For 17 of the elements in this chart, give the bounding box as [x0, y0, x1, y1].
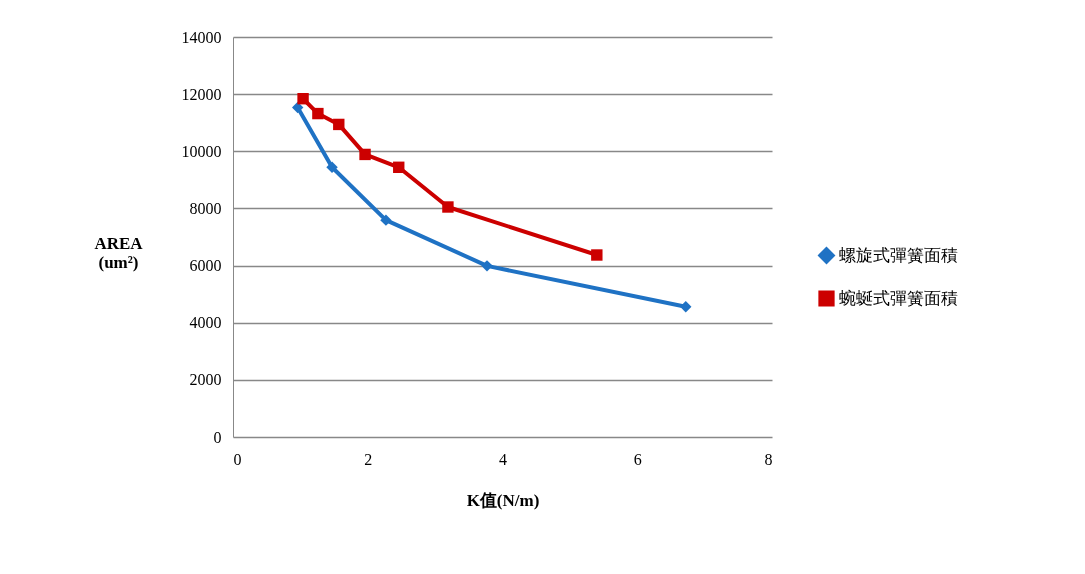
x-tick-label: 4: [499, 450, 507, 468]
x-tick-label: 2: [364, 450, 373, 468]
y-tick-label: 12000: [181, 85, 222, 103]
y-tick-label: 4000: [189, 314, 222, 332]
y-tick-label: 14000: [181, 28, 222, 46]
legend-label: 蜿蜒式彈簧面積: [839, 288, 958, 308]
x-tick-label: 6: [633, 450, 642, 468]
y-tick-label: 10000: [181, 142, 222, 160]
x-axis-title: K值(N/m): [466, 490, 540, 510]
legend-label: 螺旋式彈簧面積: [839, 245, 958, 265]
x-tick-label: 0: [233, 450, 242, 468]
y-axis-title: AREA (um²): [94, 233, 144, 272]
x-tick-label: 8: [764, 450, 773, 468]
y-tick-label: 0: [213, 428, 222, 446]
y-tick-label: 8000: [189, 199, 222, 217]
y-tick-label: 6000: [189, 257, 222, 275]
y-tick-label: 2000: [189, 371, 222, 389]
